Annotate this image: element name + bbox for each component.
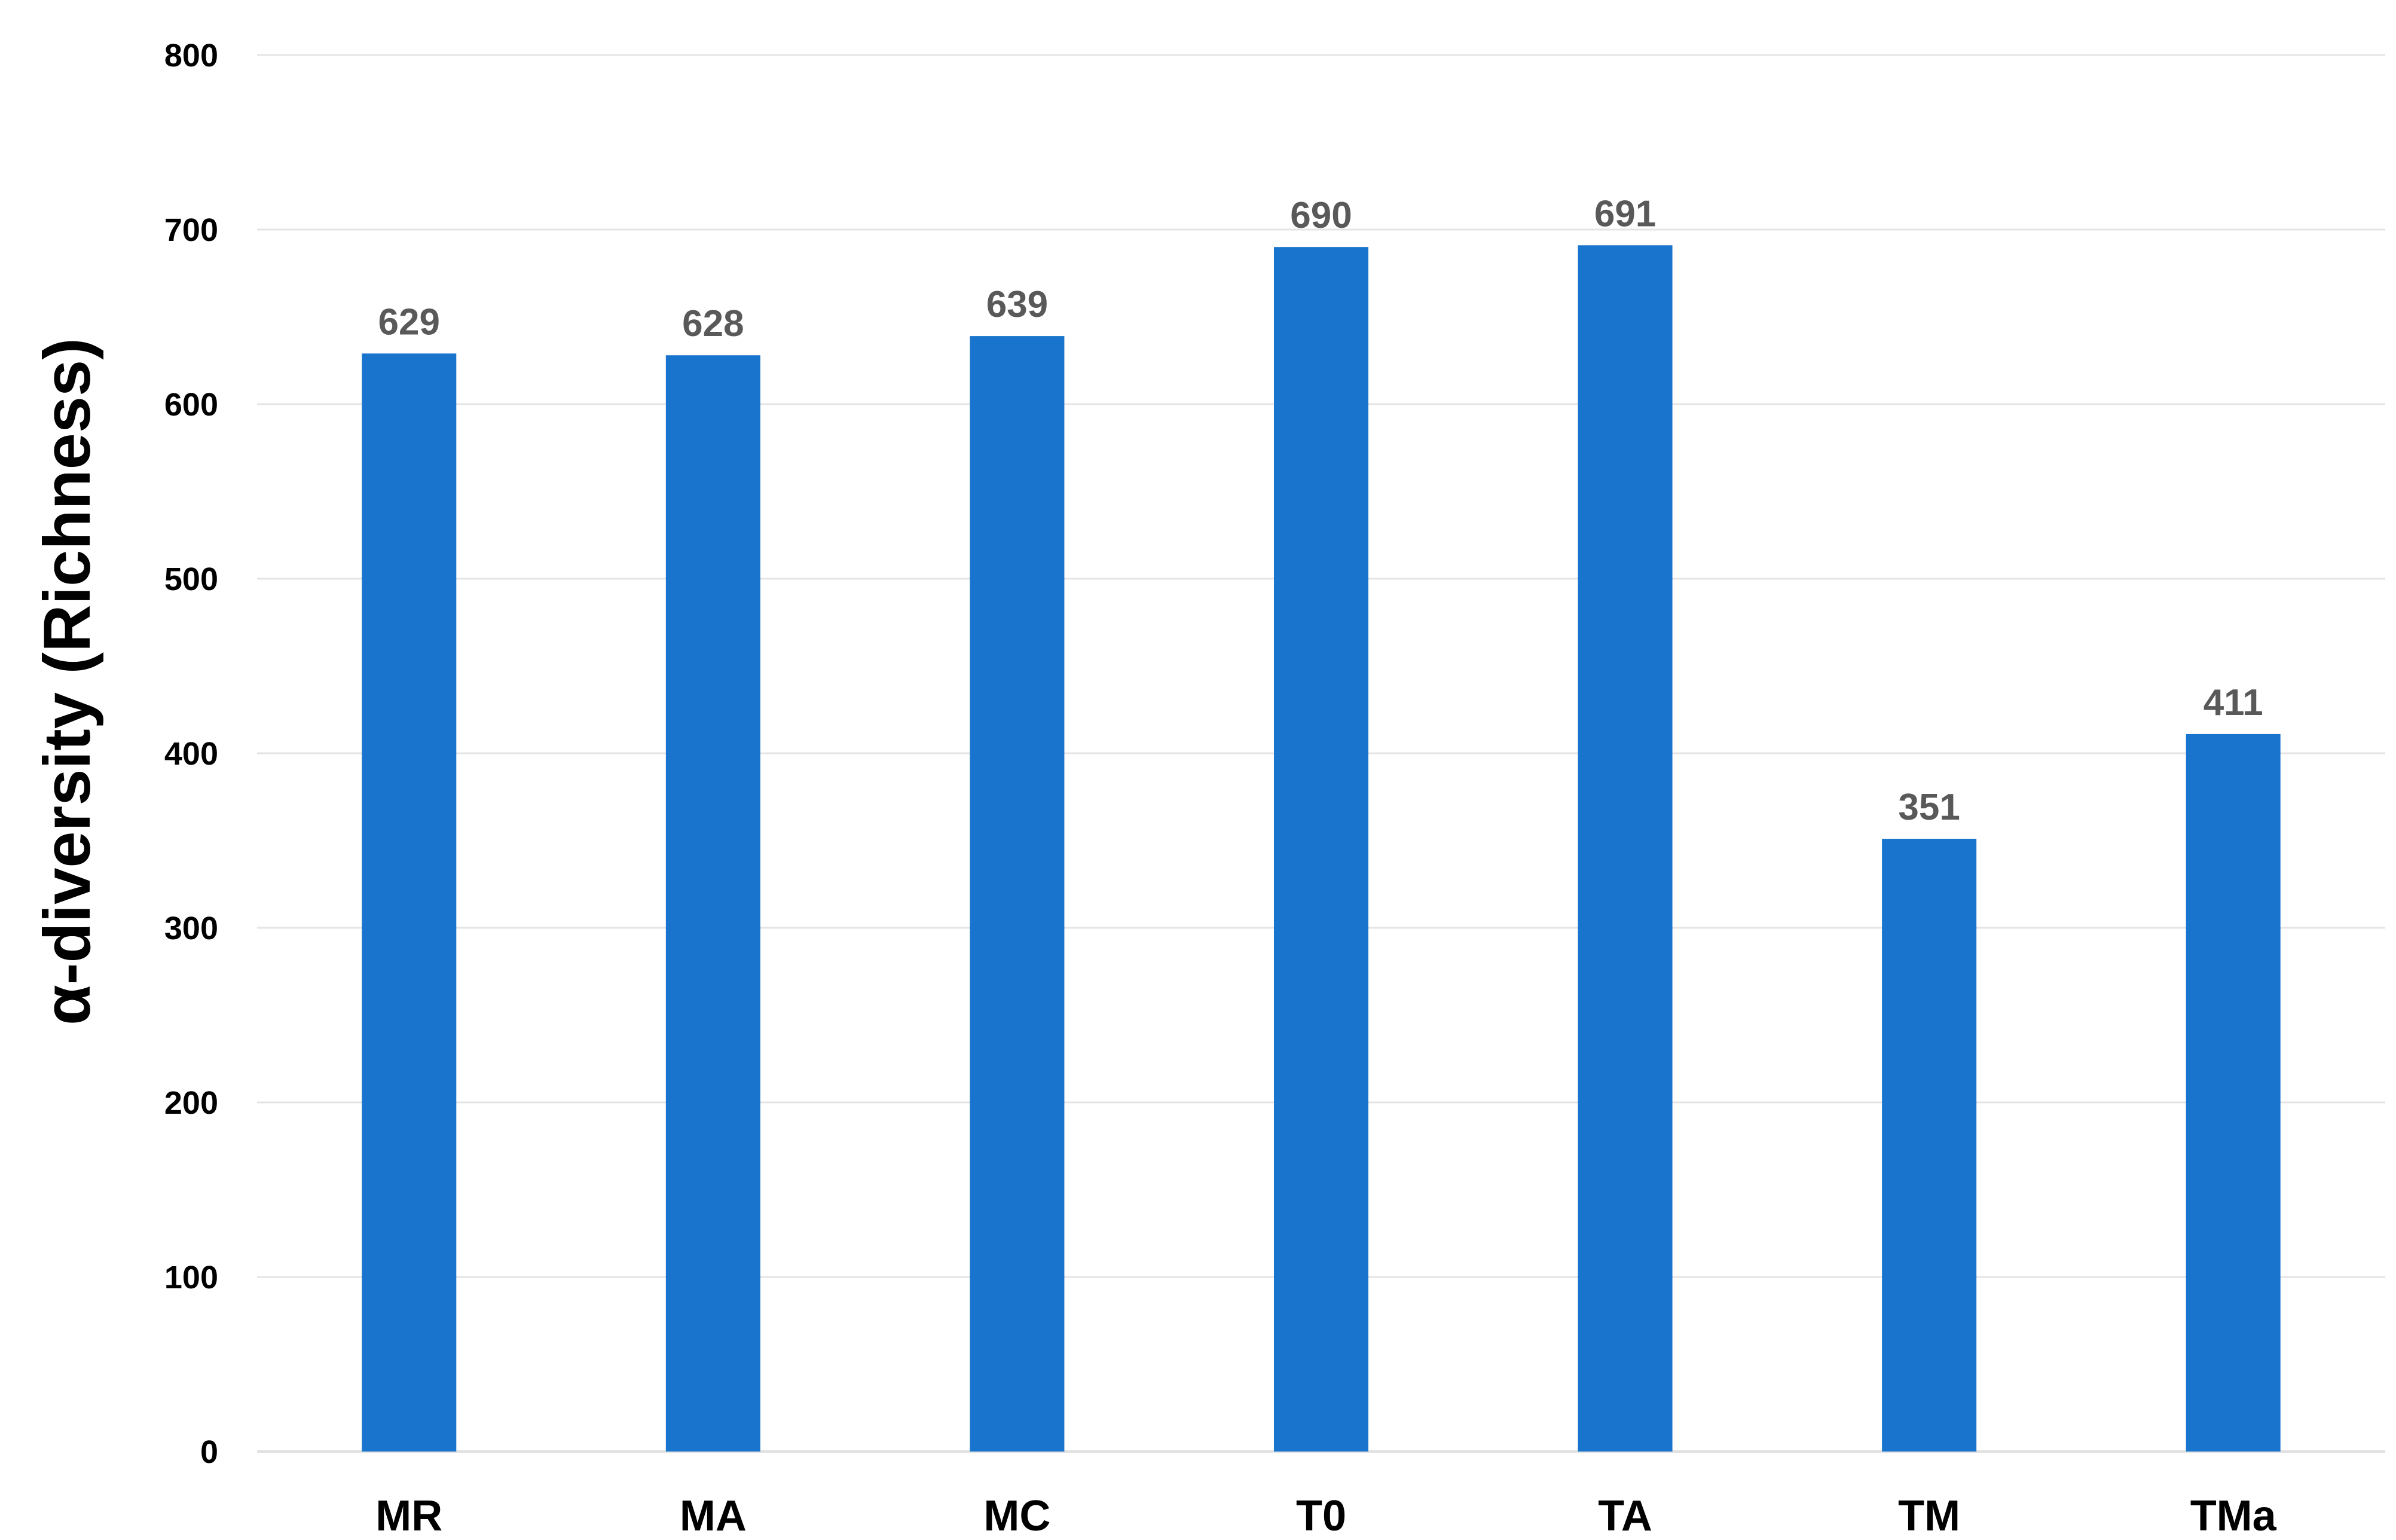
x-tick-label: MC — [983, 1492, 1050, 1540]
data-label: 351 — [1898, 787, 1960, 828]
y-tick-label: 200 — [164, 1085, 218, 1121]
bars — [362, 245, 2281, 1452]
x-tick-label: MA — [680, 1492, 747, 1540]
data-label: 690 — [1290, 195, 1352, 236]
y-tick-label: 400 — [164, 736, 218, 772]
data-label: 629 — [378, 301, 440, 343]
y-tick-label: 700 — [164, 212, 218, 248]
x-tick-label: TM — [1898, 1492, 1960, 1540]
bar-t0 — [1274, 247, 1368, 1452]
data-label: 411 — [2204, 682, 2263, 723]
bar-mc — [970, 336, 1065, 1452]
y-tick-label: 300 — [164, 910, 218, 946]
data-label: 639 — [986, 284, 1048, 325]
bar-ma — [665, 355, 760, 1452]
data-label: 691 — [1594, 193, 1656, 234]
bar-ta — [1578, 245, 1673, 1452]
bar-tm — [1882, 839, 1977, 1452]
y-tick-label: 100 — [164, 1260, 218, 1295]
x-tick-label: MR — [375, 1492, 442, 1540]
bar-mr — [362, 353, 457, 1452]
y-tick-label: 800 — [164, 38, 218, 74]
x-tick-label: TA — [1598, 1492, 1652, 1540]
x-axis-ticks: MR MA MC T0 TA TM TMa — [375, 1492, 2276, 1540]
y-tick-label: 500 — [164, 561, 218, 597]
x-tick-label: TMa — [2190, 1492, 2277, 1540]
data-labels: 629 628 639 690 691 351 411 — [378, 193, 2263, 828]
bar-tma — [2186, 734, 2281, 1452]
y-axis-title: α-diversity (Richness) — [30, 338, 104, 1025]
data-label: 628 — [682, 303, 744, 344]
x-tick-label: T0 — [1296, 1492, 1346, 1540]
y-tick-label: 600 — [164, 387, 218, 423]
y-axis-ticks: 0 100 200 300 400 500 600 700 800 — [164, 38, 218, 1470]
y-tick-label: 0 — [200, 1434, 218, 1470]
